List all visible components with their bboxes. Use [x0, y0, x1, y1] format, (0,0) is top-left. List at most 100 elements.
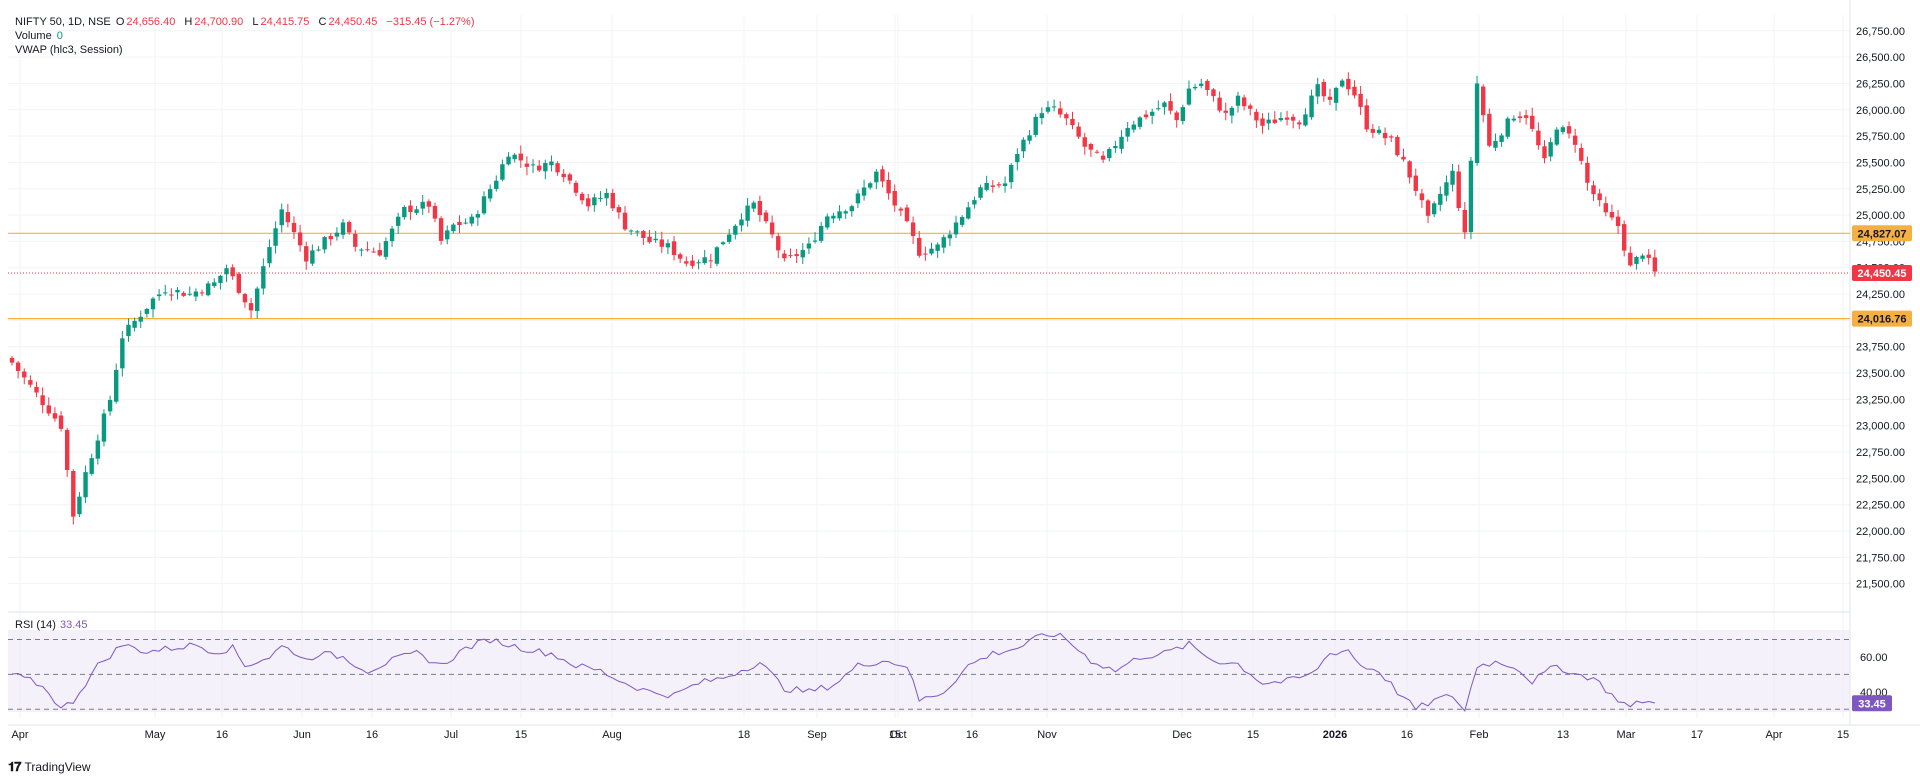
x-tick-label: Feb — [1470, 729, 1489, 741]
x-tick-label: May — [145, 729, 166, 741]
vwap-legend[interactable]: VWAP (hlc3, Session) — [15, 43, 125, 57]
x-tick-label: Apr — [1765, 729, 1782, 741]
candle — [377, 242, 382, 257]
candle — [518, 145, 523, 168]
candle — [598, 191, 603, 202]
candle — [671, 236, 677, 261]
candle — [1554, 127, 1559, 147]
candle — [1107, 147, 1112, 162]
candle — [1407, 160, 1412, 184]
x-tick-label: 15 — [515, 729, 527, 741]
rsi-value: 33.45 — [59, 619, 88, 631]
rsi-legend[interactable]: RSI (14) 33.45 — [15, 619, 88, 631]
candle — [150, 296, 156, 318]
candle — [1346, 72, 1351, 96]
candle — [34, 381, 39, 398]
candle — [310, 244, 315, 266]
candle — [610, 188, 615, 211]
candle — [451, 222, 456, 234]
candle — [512, 153, 517, 163]
legend-symbol[interactable]: NIFTY 50, 1D, NSE — [15, 16, 111, 28]
candle — [665, 239, 671, 255]
candle — [285, 203, 291, 228]
tradingview-logo[interactable]: 𝟏𝟕 TradingView — [8, 759, 91, 775]
candle — [126, 318, 131, 342]
candle — [1364, 98, 1369, 133]
candle — [1505, 116, 1510, 139]
y-tick-label: 23,250.00 — [1856, 394, 1905, 406]
candle — [1076, 122, 1081, 140]
candle — [1511, 115, 1517, 122]
candle — [1241, 94, 1247, 111]
candle — [1125, 121, 1130, 142]
candle — [941, 234, 946, 254]
y-tick-label: 21,500.00 — [1856, 579, 1905, 591]
candle — [935, 242, 940, 258]
candle — [236, 272, 242, 295]
rsi-panel — [8, 632, 1850, 712]
tradingview-logo-icon: 𝟏𝟕 — [8, 759, 22, 774]
candle — [138, 310, 143, 329]
candle — [763, 209, 769, 224]
candle — [1450, 164, 1455, 192]
candle — [1560, 125, 1566, 135]
candle — [1015, 148, 1020, 171]
candle — [322, 235, 327, 254]
candle — [757, 195, 763, 222]
svg-text:33.45: 33.45 — [1858, 698, 1886, 710]
candle — [1389, 134, 1394, 143]
x-tick-label: 15 — [1247, 729, 1259, 741]
candle — [1376, 126, 1382, 135]
chart-grid — [8, 0, 1920, 726]
candle — [708, 253, 714, 269]
candle — [1333, 86, 1339, 111]
candle — [702, 250, 707, 265]
candle — [524, 156, 530, 176]
candle — [89, 453, 94, 476]
candle — [1168, 93, 1173, 115]
high-value: 24,700.90 — [194, 16, 244, 28]
candle — [898, 206, 904, 217]
candle — [1315, 77, 1320, 105]
candle — [1425, 199, 1431, 224]
x-tick-label: Jul — [444, 729, 458, 741]
x-tick-label: 15 — [889, 729, 901, 741]
candle — [917, 230, 922, 258]
candle — [953, 215, 959, 239]
candle — [1039, 107, 1045, 125]
y-tick-label: 25,000.00 — [1856, 210, 1905, 222]
candle — [77, 492, 82, 517]
candle — [1186, 80, 1192, 106]
y-tick-label: 22,500.00 — [1856, 473, 1905, 485]
volume-value: 0 — [56, 30, 63, 42]
candle — [1051, 99, 1057, 112]
price-axis: 26,750.00 26,500.00 26,250.00 26,000.00 25,7… — [1856, 26, 1905, 699]
price-tags: 24,827.07 24,016.76 24,450.45 33.45 — [1852, 225, 1912, 712]
candle — [420, 195, 425, 215]
y-tick-label: 25,250.00 — [1856, 184, 1905, 196]
candle — [1640, 253, 1645, 262]
y-tick-label: 26,250.00 — [1856, 78, 1905, 90]
candle — [1579, 143, 1584, 165]
candle — [279, 203, 284, 233]
candle — [432, 202, 438, 223]
y-tick-label: 26,500.00 — [1856, 52, 1905, 64]
candle — [1223, 102, 1228, 121]
svg-text:24,016.76: 24,016.76 — [1858, 314, 1907, 326]
candle — [175, 287, 180, 300]
y-tick-label: 22,250.00 — [1856, 500, 1905, 512]
candle — [1094, 149, 1100, 154]
x-tick-label: Aug — [602, 729, 622, 741]
candle — [1456, 164, 1461, 212]
candle — [132, 317, 137, 332]
candle — [1395, 135, 1400, 157]
candle — [1266, 112, 1271, 131]
candle — [457, 215, 462, 233]
candle — [1646, 249, 1651, 265]
candle — [794, 248, 799, 264]
candle — [52, 407, 58, 422]
volume-legend[interactable]: Volume 0 — [15, 29, 63, 43]
candle — [543, 159, 548, 180]
